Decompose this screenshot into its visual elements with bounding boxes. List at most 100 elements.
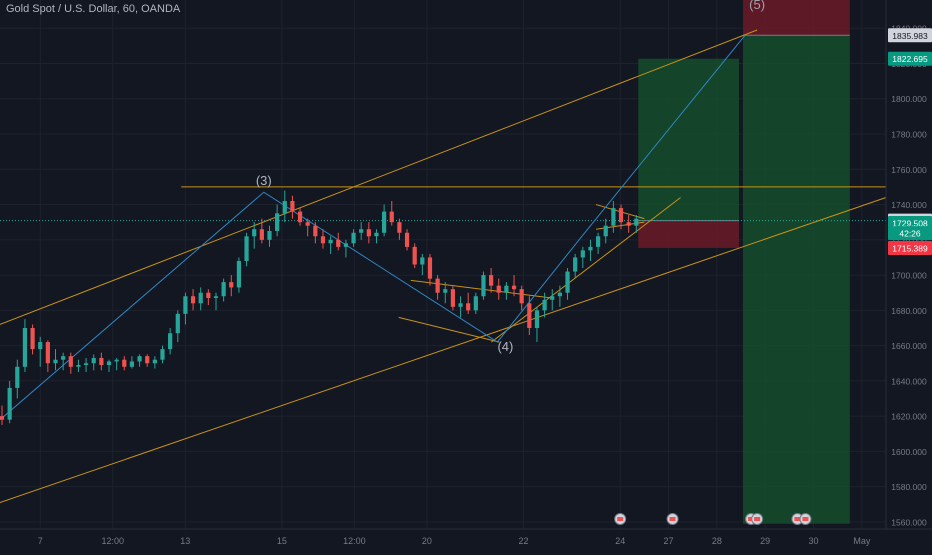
candle-body-64 — [489, 275, 494, 286]
candle-body-32 — [244, 236, 249, 261]
candle-body-72 — [550, 296, 555, 300]
candle-body-7 — [53, 359, 58, 364]
candle-body-12 — [91, 357, 96, 364]
candle-body-81 — [618, 208, 624, 223]
candle-body-35 — [267, 230, 272, 240]
wave-label-2: (5) — [749, 0, 765, 12]
y-tick-label-5: 1740.000 — [891, 200, 927, 210]
price-label-0: 1835.983 — [892, 31, 928, 41]
x-tick-label-8: 27 — [664, 536, 674, 546]
price-label-bg-5 — [888, 240, 932, 255]
candle-body-0 — [0, 416, 5, 420]
candle-body-70 — [534, 310, 540, 328]
candle-body-27 — [206, 292, 211, 299]
event-flag-mark-0 — [617, 517, 624, 521]
candle-body-45 — [343, 243, 349, 247]
long-position-2-profit-zone — [743, 35, 850, 524]
wave-label-0: (3) — [256, 173, 272, 188]
candle-body-65 — [496, 285, 501, 293]
long-position-1-loss-zone — [638, 220, 740, 248]
candle-body-6 — [45, 342, 50, 364]
candle-body-18 — [137, 356, 142, 362]
wave-label-1: (4) — [497, 339, 513, 354]
y-tick-label-4: 1760.000 — [891, 165, 927, 175]
candle-body-23 — [175, 313, 180, 334]
candle-body-22 — [168, 333, 173, 350]
candle-body-57 — [435, 278, 440, 293]
candle-body-14 — [106, 361, 112, 366]
candle-body-17 — [129, 361, 135, 367]
y-tick-label-2: 1800.000 — [891, 94, 927, 104]
event-flag-mark-3 — [754, 517, 761, 521]
candle-body-4 — [30, 327, 35, 350]
y-tick-label-9: 1660.000 — [891, 341, 927, 351]
x-tick-label-1: 12:00 — [101, 536, 124, 546]
candle-body-48 — [366, 229, 371, 237]
y-tick-label-3: 1780.000 — [891, 130, 927, 140]
candle-body-3 — [22, 327, 28, 367]
candle-body-75 — [573, 257, 578, 272]
candle-body-8 — [61, 356, 66, 360]
trendline-lower-channel — [0, 197, 887, 504]
x-tick-label-4: 12:00 — [343, 536, 366, 546]
candle-body-21 — [160, 349, 165, 360]
candle-body-63 — [481, 275, 486, 297]
candle-body-9 — [68, 356, 73, 367]
price-label-bg-0 — [888, 28, 932, 43]
candle-body-39 — [297, 211, 303, 223]
candle-body-47 — [359, 229, 364, 233]
candle-body-60 — [458, 303, 463, 307]
y-tick-label-11: 1620.000 — [891, 412, 927, 422]
price-label-bg-4 — [888, 226, 932, 241]
candle-body-59 — [450, 289, 455, 307]
candle-body-36 — [275, 213, 280, 231]
x-tick-label-7: 24 — [615, 536, 625, 546]
trendline-support-rising — [491, 197, 681, 343]
candle-body-61 — [466, 303, 471, 311]
candle-body-42 — [320, 236, 326, 244]
candle-body-30 — [229, 282, 234, 288]
candle-body-28 — [213, 296, 219, 299]
candle-body-1 — [7, 387, 12, 420]
y-tick-label-14: 1560.000 — [891, 517, 927, 527]
candle-body-66 — [504, 285, 509, 293]
y-tick-label-8: 1680.000 — [891, 306, 927, 316]
candle-body-38 — [290, 201, 295, 212]
candle-body-62 — [473, 296, 478, 311]
candle-body-20 — [152, 359, 157, 364]
candle-body-44 — [336, 239, 341, 247]
candle-body-73 — [557, 292, 562, 297]
candle-body-41 — [313, 225, 318, 237]
candle-body-50 — [382, 211, 387, 233]
candle-body-53 — [404, 232, 410, 247]
x-tick-label-12: May — [853, 536, 871, 546]
event-flag-mark-4 — [794, 517, 801, 521]
candle-body-76 — [580, 250, 585, 258]
trendline-upper-channel — [0, 29, 758, 325]
candle-body-40 — [305, 222, 310, 226]
candle-body-71 — [542, 299, 547, 311]
candle-body-55 — [420, 257, 425, 265]
candle-body-26 — [198, 292, 203, 304]
candle-body-25 — [190, 296, 196, 304]
long-position-1-profit-zone — [638, 58, 740, 221]
price-label-1: 1822.695 — [892, 54, 928, 64]
candle-body-43 — [328, 239, 333, 244]
x-tick-label-0: 7 — [38, 536, 43, 546]
y-tick-label-12: 1600.000 — [891, 447, 927, 457]
candle-body-19 — [145, 356, 150, 364]
event-flag-mark-2 — [748, 517, 755, 521]
candle-body-68 — [519, 289, 524, 304]
price-label-4: 42:26 — [899, 229, 921, 239]
y-axis-area — [886, 0, 932, 550]
x-tick-label-6: 22 — [519, 536, 529, 546]
candle-body-11 — [83, 363, 89, 366]
y-tick-label-10: 1640.000 — [891, 376, 927, 386]
y-tick-label-7: 1700.000 — [891, 271, 927, 281]
trendline-falling-wedge-bottom — [398, 316, 500, 343]
candle-body-15 — [114, 359, 119, 362]
candle-body-82 — [626, 222, 631, 226]
price-label-bg-1 — [888, 51, 932, 66]
